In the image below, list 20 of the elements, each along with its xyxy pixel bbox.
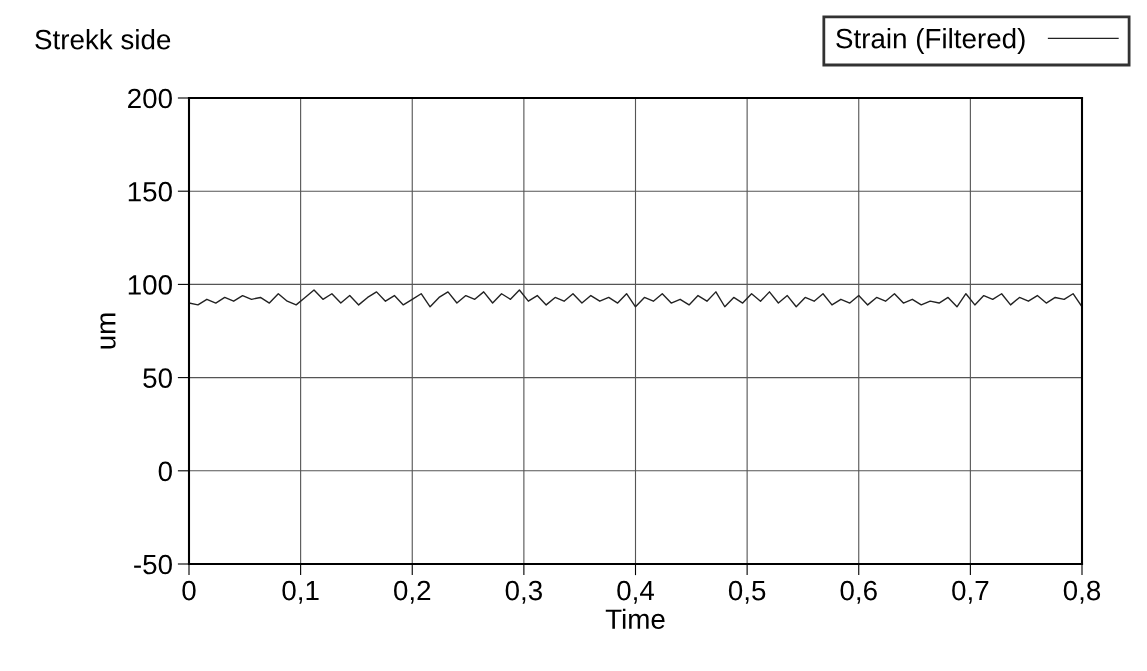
x-tick-label: 0,6 [840, 580, 877, 604]
x-tick-label: 0,2 [394, 580, 431, 604]
y-tick-label: 200 [128, 88, 172, 109]
y-tick-label: 50 [143, 368, 172, 388]
x-tick-label: 0,8 [1063, 580, 1101, 604]
y-tick-label: 0 [158, 461, 172, 482]
x-axis-title: Time [605, 608, 665, 630]
x-tick-label: 0,5 [728, 580, 766, 604]
x-tick-label: 0,3 [505, 580, 542, 604]
line-series [189, 289, 1082, 308]
x-tick-label: 0,1 [282, 580, 319, 604]
chart-title: Strekk side [35, 29, 171, 50]
y-tick-label: 150 [128, 181, 172, 202]
x-tick-label: 0,7 [952, 580, 989, 604]
x-tick-label: 0 [182, 580, 196, 601]
y-tick-label: 100 [128, 275, 172, 295]
y-axis-title: um [100, 313, 116, 349]
legend-label: Strain (Filtered) [836, 28, 1025, 54]
x-tick-label: 0,4 [617, 580, 654, 604]
y-tick-label: -50 [134, 554, 172, 575]
